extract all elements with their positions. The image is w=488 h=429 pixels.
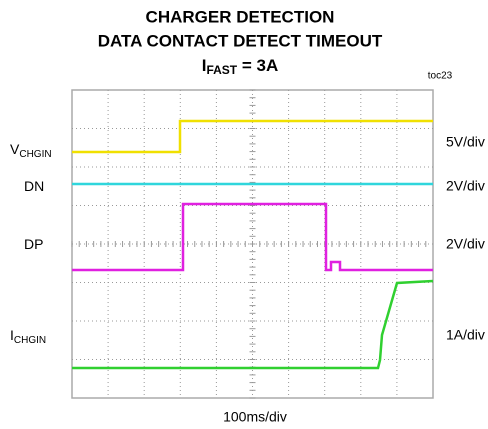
title-rest: = 3A xyxy=(237,56,278,75)
channel-scale: 5V/div xyxy=(446,134,485,150)
trace-vchgin xyxy=(72,119,433,154)
title-line2: DATA CONTACT DETECT TIMEOUT xyxy=(98,31,383,50)
title-line1: CHARGER DETECTION xyxy=(146,7,335,26)
trace-ichgin xyxy=(72,279,434,370)
label-main: V xyxy=(10,141,20,157)
channel-scale: 2V/div xyxy=(446,236,485,252)
title-sub: FAST xyxy=(206,63,237,77)
trace-dp xyxy=(72,202,433,272)
scope-screen xyxy=(71,89,434,399)
title-line3: IFAST = 3A xyxy=(202,56,279,77)
title-main: I xyxy=(202,56,207,75)
label-main: I xyxy=(10,327,14,343)
channel-label: DN xyxy=(24,178,44,194)
channel-scale: 2V/div xyxy=(446,178,485,194)
label-main: DN xyxy=(24,178,44,194)
channel-label: DP xyxy=(24,236,43,252)
label-sub: CHGIN xyxy=(19,149,51,160)
channel-scale: 1A/div xyxy=(446,327,485,343)
label-main: DP xyxy=(24,236,43,252)
figure-id: toc23 xyxy=(428,71,453,82)
time-scale: 100ms/div xyxy=(223,409,287,425)
channel-label: ICHGIN xyxy=(10,327,46,346)
label-sub: CHGIN xyxy=(14,335,46,346)
channel-label: VCHGIN xyxy=(10,141,52,160)
grid xyxy=(71,89,433,399)
